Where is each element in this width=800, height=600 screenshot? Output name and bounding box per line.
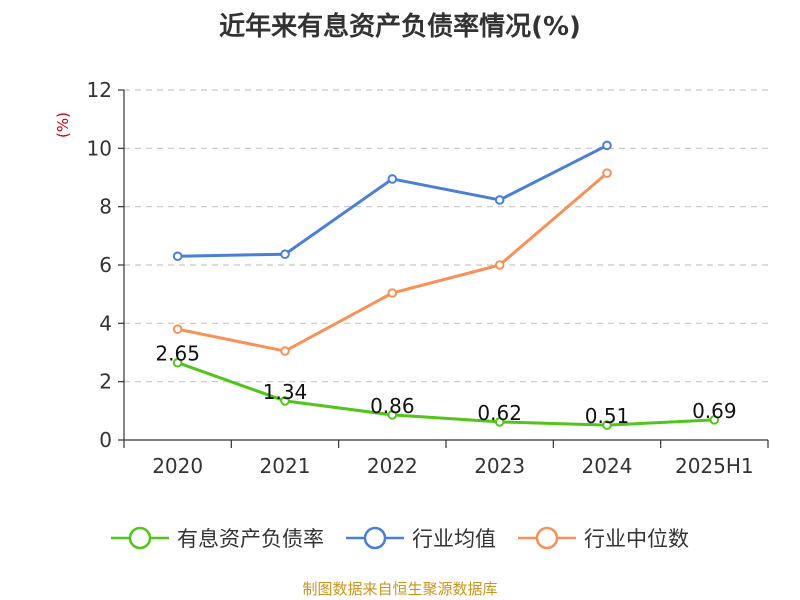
legend-line-circle-icon bbox=[111, 526, 169, 550]
legend-label: 有息资产负债率 bbox=[177, 527, 324, 551]
legend-item[interactable]: 行业中位数 bbox=[518, 523, 689, 553]
legend-label: 行业均值 bbox=[412, 527, 496, 551]
x-tick-label: 2023 bbox=[474, 454, 525, 478]
legend-item[interactable]: 有息资产负债率 bbox=[111, 523, 324, 553]
y-axis-label: (%) bbox=[54, 112, 72, 138]
data-point bbox=[172, 251, 183, 262]
data-point bbox=[172, 324, 183, 334]
data-point bbox=[494, 417, 505, 427]
data-label: 0.62 bbox=[477, 401, 522, 425]
x-tick-label: 2021 bbox=[260, 454, 311, 478]
x-tick-label: 2025H1 bbox=[675, 454, 754, 478]
x-tick-label: 2024 bbox=[582, 454, 633, 478]
data-point bbox=[602, 168, 612, 178]
data-point bbox=[280, 346, 290, 356]
chart-title: 近年来有息资产负债率情况(%) bbox=[219, 12, 581, 42]
data-point bbox=[280, 396, 290, 406]
data-label: 2.65 bbox=[155, 342, 200, 366]
series-line bbox=[177, 171, 608, 353]
source-note: 制图数据来自恒生聚源数据库 bbox=[302, 580, 498, 598]
y-tick-label: 12 bbox=[87, 78, 112, 102]
data-point bbox=[387, 174, 398, 184]
legend-label: 行业中位数 bbox=[584, 527, 689, 551]
x-tick-label: 2022 bbox=[367, 454, 418, 478]
series-line bbox=[177, 361, 715, 427]
data-label: 1.34 bbox=[263, 380, 308, 404]
data-point bbox=[494, 260, 505, 270]
legend-line-circle-icon bbox=[346, 526, 404, 550]
data-point bbox=[602, 420, 612, 430]
y-tick-label: 2 bbox=[99, 370, 112, 394]
legend-line-circle-icon bbox=[518, 526, 576, 550]
data-point bbox=[172, 357, 183, 368]
y-tick-label: 4 bbox=[99, 311, 112, 335]
y-tick-label: 0 bbox=[99, 428, 112, 452]
y-tick-label: 10 bbox=[87, 136, 112, 160]
data-point bbox=[387, 288, 398, 298]
series-line bbox=[177, 144, 608, 258]
data-label: 0.86 bbox=[370, 394, 415, 418]
x-tick-label: 2020 bbox=[152, 454, 203, 478]
data-point bbox=[602, 140, 612, 151]
data-point bbox=[709, 415, 720, 425]
data-label: 0.69 bbox=[692, 399, 737, 423]
legend: 有息资产负债率 行业均值 行业中位数 bbox=[0, 518, 800, 558]
data-label: 0.51 bbox=[585, 404, 630, 428]
y-tick-label: 8 bbox=[99, 195, 112, 219]
data-point bbox=[280, 249, 290, 260]
y-tick-label: 6 bbox=[99, 253, 112, 277]
data-point bbox=[494, 195, 505, 205]
legend-item[interactable]: 行业均值 bbox=[346, 523, 496, 553]
data-point bbox=[387, 410, 398, 420]
